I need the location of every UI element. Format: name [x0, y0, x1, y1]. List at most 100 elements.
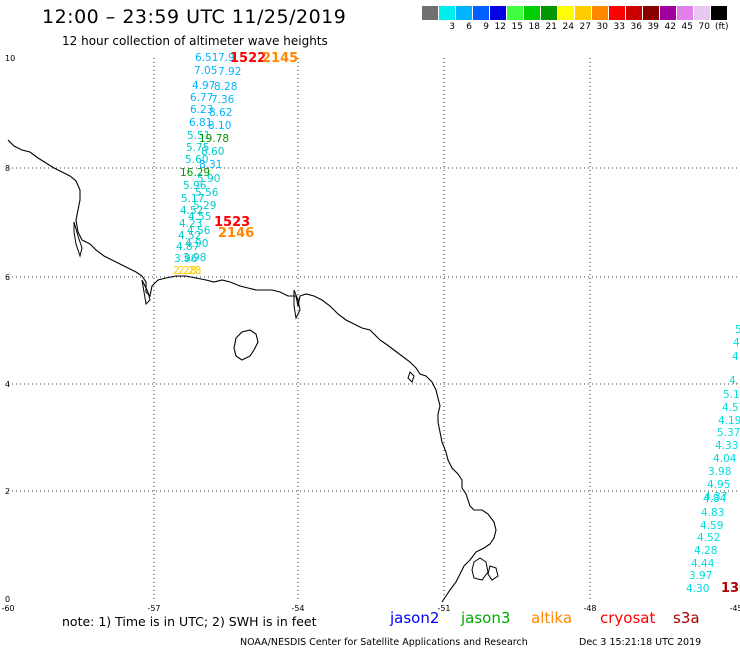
- legend-swatch: [473, 6, 490, 20]
- wave-height-label: 7.36: [211, 94, 235, 106]
- legend-label: 33: [613, 22, 625, 32]
- wave-height-label: 5.90: [197, 173, 220, 185]
- wave-height-label: 5.17: [181, 193, 204, 205]
- wave-height-label: 5.37: [717, 427, 740, 439]
- lon-tick-label: -51: [437, 604, 450, 613]
- color-legend: [422, 6, 728, 20]
- legend-swatch: [575, 6, 592, 20]
- legend-label: 45: [681, 22, 693, 32]
- legend-label: 24: [562, 22, 574, 32]
- wave-height-label: 5.96: [183, 180, 207, 192]
- wave-height-label: 4.87: [176, 241, 199, 253]
- legend-swatch: [524, 6, 541, 20]
- legend-label: 12: [494, 22, 506, 32]
- wave-height-label: 4.55: [188, 211, 211, 223]
- satellite-label-s3a: s3a: [673, 609, 700, 627]
- satellite-label-jason3: jason3: [461, 609, 511, 627]
- lat-tick-label: 0: [5, 595, 10, 604]
- island: [233, 329, 259, 361]
- legend-swatch: [677, 6, 694, 20]
- wave-height-label: 4.90: [185, 238, 208, 250]
- generation-timestamp: Dec 3 15:21:18 UTC 2019: [579, 637, 702, 648]
- wave-height-label: 4: [732, 351, 739, 363]
- wave-height-label: 8.28: [214, 81, 237, 93]
- wave-height-label: 8.31: [199, 159, 222, 171]
- wave-height-label: 4.19: [718, 415, 740, 427]
- wave-height-label: 2.28: [173, 265, 196, 277]
- wave-height-label: 3.97: [689, 570, 712, 582]
- lon-tick-label: -48: [583, 604, 596, 613]
- island: [407, 371, 415, 383]
- satellite-label-jason2: jason2: [390, 609, 440, 627]
- satellite-label-cryosat: cryosat: [600, 609, 656, 627]
- legend-label: 42: [664, 22, 676, 32]
- wave-height-label: 2146: [218, 226, 254, 241]
- legend-swatch: [711, 6, 728, 20]
- wave-height-label: 4.44: [691, 558, 715, 570]
- wave-height-label: 4.30: [686, 583, 709, 595]
- wave-height-label: 19.78: [199, 133, 229, 145]
- wave-height-label: 4: [733, 337, 740, 349]
- coastline-inlet: [141, 279, 151, 306]
- wave-height-label: 4.57: [722, 402, 740, 414]
- wave-height-label: 3.98: [708, 466, 731, 478]
- wave-height-label: 4.56: [187, 225, 211, 237]
- lon-tick-label: -57: [147, 604, 160, 613]
- legend-swatch: [694, 6, 711, 20]
- wave-height-label: 5.29: [193, 200, 216, 212]
- legend-label: 39: [647, 22, 659, 32]
- satellite-label-altika: altika: [531, 609, 573, 627]
- color-legend-labels: 3 6 9 12 15 18 21 24 27 30 33 36 39 42 45 70: [422, 22, 728, 32]
- wave-height-label: 7.05: [194, 65, 217, 77]
- lat-tick-label: 8: [5, 164, 10, 173]
- wave-height-label: 4.23: [179, 218, 202, 230]
- wave-height-label: 4.83: [701, 507, 724, 519]
- wave-height-label: 6.77: [190, 92, 213, 104]
- wave-height-label: 4.04: [713, 453, 737, 465]
- wave-height-label: 4.84: [703, 493, 727, 505]
- legend-swatch: [422, 6, 439, 20]
- island: [471, 557, 489, 581]
- wave-height-label: 2.28: [178, 265, 201, 277]
- legend-label: 70: [698, 22, 710, 32]
- wave-height-label: 4.52: [180, 205, 203, 217]
- altimeter-track-east: 5444.5.14.574.195.374.334.043.984.954.37…: [686, 324, 740, 596]
- legend-swatch: [592, 6, 609, 20]
- wave-height-label: 4.52: [697, 532, 720, 544]
- wave-height-label: 5.56: [195, 187, 219, 199]
- legend-unit: (ft): [715, 22, 729, 32]
- axis-tick-labels: -60 -57 -54 -51 -48 -45 0 2 4 6 8 10: [1, 54, 740, 613]
- wave-height-label: 4.95: [707, 479, 730, 491]
- wave-height-label: 6.51: [195, 52, 218, 64]
- wave-height-label: 1522: [230, 51, 266, 66]
- lat-lon-grid: [8, 58, 740, 602]
- wave-height-label: 4.28: [694, 545, 717, 557]
- legend-label: 36: [630, 22, 642, 32]
- lon-tick-label: -45: [729, 604, 740, 613]
- wave-height-label: 8.60: [201, 146, 224, 158]
- legend-label: 9: [483, 22, 489, 32]
- wave-height-label: 4.37: [704, 491, 727, 503]
- map-frame: [8, 58, 740, 602]
- lat-tick-label: 6: [5, 273, 10, 282]
- legend-label: 15: [511, 22, 523, 32]
- legend-label: 18: [528, 22, 540, 32]
- wave-height-label: 4.52: [178, 230, 201, 242]
- legend-swatch: [456, 6, 473, 20]
- wave-height-label: 16.29: [180, 167, 210, 179]
- wave-height-label: 5.60: [185, 154, 208, 166]
- wave-height-label: 5.51: [187, 130, 210, 142]
- wave-height-label: 6.81: [189, 117, 212, 129]
- wave-height-label: 5.1: [723, 389, 740, 401]
- wave-height-label: 8.10: [208, 120, 231, 132]
- wave-height-label: 5.75: [186, 142, 209, 154]
- island: [487, 565, 499, 581]
- wave-height-label: 3.96: [174, 253, 198, 265]
- legend-swatch: [558, 6, 575, 20]
- legend-swatch: [643, 6, 660, 20]
- legend-label: 27: [579, 22, 591, 32]
- legend-swatch: [507, 6, 524, 20]
- coastline: [7, 139, 497, 603]
